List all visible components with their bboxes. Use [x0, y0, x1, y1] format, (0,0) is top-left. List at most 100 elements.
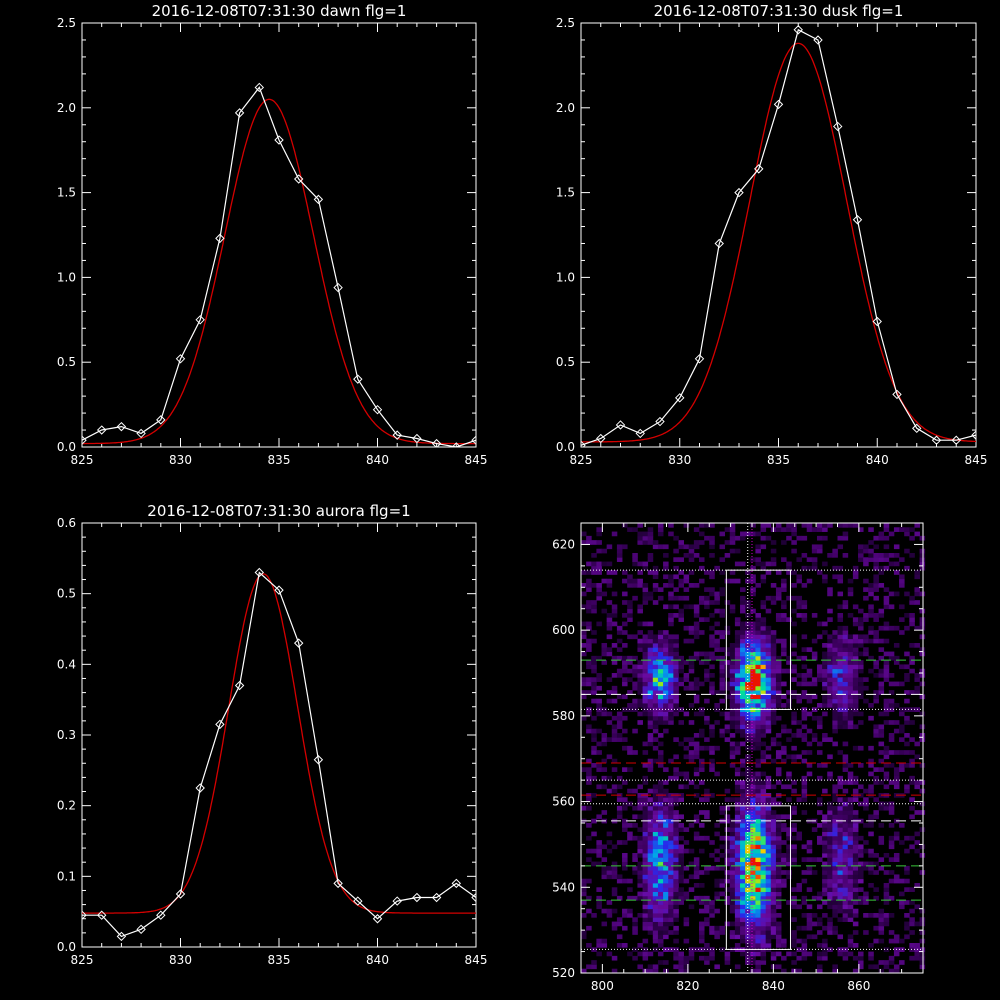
intensity-pixel — [837, 647, 844, 652]
intensity-pixel — [909, 947, 915, 952]
intensity-pixel — [760, 574, 767, 580]
intensity-pixel — [796, 925, 802, 931]
intensity-pixel — [816, 930, 823, 935]
intensity-pixel — [750, 775, 756, 781]
intensity-pixel — [632, 557, 638, 562]
intensity-pixel — [627, 823, 633, 828]
intensity-pixel — [781, 943, 787, 948]
intensity-pixel — [893, 728, 900, 734]
intensity-pixel — [591, 775, 597, 781]
intensity-pixel — [863, 638, 869, 644]
intensity-pixel — [765, 934, 772, 940]
intensity-pixel — [616, 874, 623, 880]
intensity-pixel — [919, 960, 926, 965]
intensity-pixel — [657, 651, 664, 657]
intensity-pixel — [909, 621, 915, 627]
intensity-pixel — [745, 621, 751, 627]
intensity-pixel — [606, 840, 613, 845]
intensity-pixel — [888, 878, 895, 884]
intensity-pixel — [837, 865, 844, 871]
intensity-pixel — [734, 930, 741, 935]
intensity-pixel — [842, 857, 849, 862]
intensity-pixel — [765, 643, 772, 648]
intensity-pixel — [581, 968, 587, 974]
intensity-pixel — [683, 578, 690, 584]
intensity-pixel — [606, 775, 613, 781]
intensity-pixel — [919, 553, 926, 558]
intensity-pixel — [868, 715, 874, 721]
intensity-pixel — [729, 921, 736, 927]
intensity-pixel — [863, 548, 869, 554]
intensity-pixel — [698, 797, 705, 802]
intensity-pixel — [847, 703, 854, 708]
intensity-pixel — [888, 553, 895, 558]
intensity-pixel — [786, 857, 792, 862]
intensity-pixel — [755, 913, 761, 918]
intensity-pixel — [914, 677, 920, 682]
data-point — [431, 892, 442, 903]
intensity-pixel — [811, 613, 818, 618]
intensity-pixel — [652, 904, 659, 910]
intensity-pixel — [657, 660, 664, 665]
intensity-pixel — [734, 865, 741, 871]
data-point — [951, 435, 961, 445]
intensity-pixel — [601, 561, 608, 567]
intensity-pixel — [642, 951, 649, 957]
intensity-pixel — [591, 604, 597, 610]
intensity-pixel — [750, 630, 756, 635]
data-point — [372, 404, 383, 415]
intensity-pixel — [827, 878, 833, 884]
intensity-pixel — [740, 651, 746, 657]
intensity-pixel — [734, 638, 741, 644]
intensity-pixel — [611, 531, 618, 537]
intensity-pixel — [899, 938, 905, 944]
intensity-pixel — [745, 878, 751, 884]
intensity-pixel — [734, 655, 741, 661]
intensity-pixel — [652, 707, 659, 712]
intensity-pixel — [642, 900, 649, 905]
intensity-pixel — [765, 595, 772, 601]
intensity-pixel — [847, 848, 854, 854]
intensity-pixel — [796, 720, 802, 725]
intensity-pixel — [842, 634, 849, 640]
intensity-pixel — [893, 857, 900, 862]
intensity-pixel — [663, 711, 669, 717]
intensity-pixel — [868, 848, 874, 854]
intensity-pixel — [683, 711, 690, 717]
intensity-pixel — [868, 913, 874, 918]
intensity-pixel — [724, 694, 731, 700]
intensity-pixel — [693, 835, 700, 841]
intensity-pixel — [765, 938, 772, 944]
intensity-pixel — [698, 711, 705, 717]
intensity-pixel — [791, 664, 797, 670]
intensity-pixel — [673, 947, 679, 952]
intensity-pixel — [750, 733, 756, 738]
intensity-pixel — [729, 904, 736, 910]
intensity-pixel — [770, 913, 777, 918]
intensity-pixel — [816, 763, 823, 768]
intensity-pixel — [693, 793, 700, 798]
intensity-pixel — [842, 780, 849, 785]
intensity-pixel — [786, 844, 792, 850]
intensity-pixel — [704, 595, 710, 601]
intensity-pixel — [596, 591, 602, 597]
intensity-pixel — [714, 565, 720, 571]
intensity-pixel — [734, 668, 741, 674]
intensity-pixel — [760, 617, 767, 622]
intensity-pixel — [858, 553, 864, 558]
intensity-pixel — [627, 677, 633, 682]
intensity-pixel — [740, 698, 746, 704]
intensity-pixel — [750, 844, 756, 850]
intensity-pixel — [786, 617, 792, 622]
intensity-pixel — [729, 754, 736, 760]
intensity-pixel — [868, 703, 874, 708]
intensity-pixel — [914, 625, 920, 631]
intensity-pixel — [688, 557, 695, 562]
intensity-pixel — [873, 630, 879, 635]
intensity-pixel — [858, 681, 864, 687]
intensity-pixel — [663, 544, 669, 550]
intensity-pixel — [586, 797, 592, 802]
intensity-pixel — [755, 788, 761, 794]
intensity-pixel — [745, 694, 751, 700]
intensity-pixel — [837, 750, 844, 755]
